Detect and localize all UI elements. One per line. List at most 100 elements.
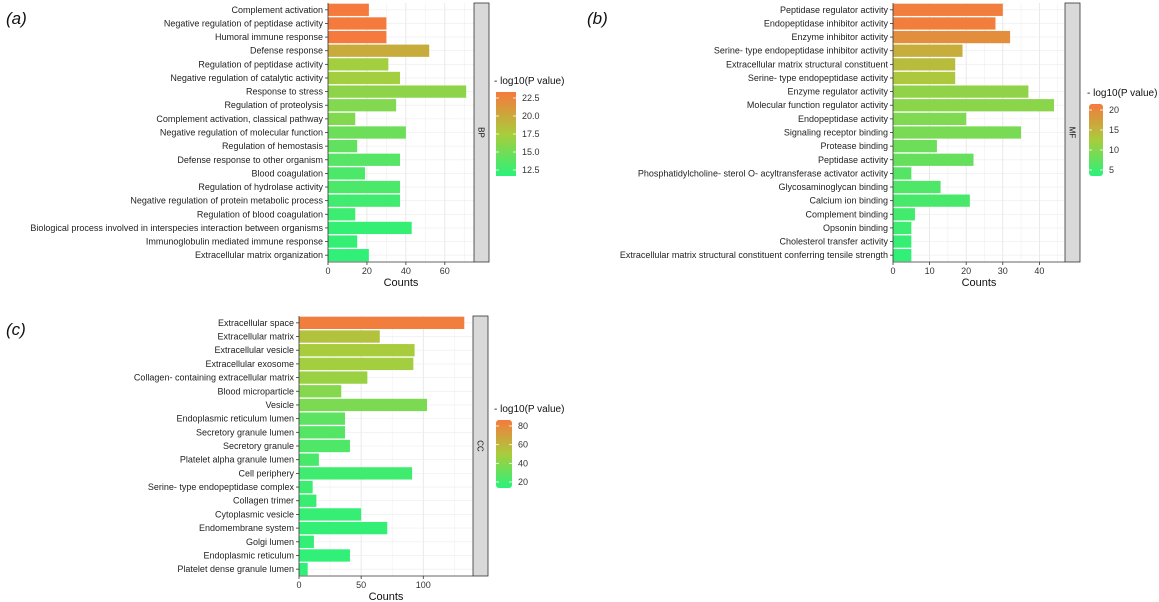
category-label: Cytoplasmic vesicle (215, 509, 294, 519)
bar (299, 549, 350, 562)
bar (328, 167, 365, 180)
legend-tick-label: 15.0 (522, 147, 540, 157)
bar (893, 126, 1022, 139)
bar (893, 249, 912, 262)
category-label: Extracellular space (218, 318, 294, 328)
bar (299, 344, 415, 357)
legend-colorbar (496, 420, 512, 488)
category-label: Extracellular matrix (217, 332, 294, 342)
bar (328, 139, 358, 153)
category-label: Regulation of hydrolase activity (198, 182, 323, 192)
category-label: Glycosaminoglycan binding (778, 182, 888, 192)
category-label: Vesicle (265, 400, 294, 410)
category-label: Endopeptidase activity (798, 114, 889, 124)
legend-tick-label: 12.5 (522, 165, 540, 175)
category-label: Molecular function regulator activity (747, 100, 889, 110)
category-label: Serine- type endopeptidase inhibitor act… (714, 46, 889, 56)
category-label: Phosphatidylcholine- sterol O- acyltrans… (638, 168, 889, 178)
category-label: Platelet alpha granule lumen (180, 455, 294, 465)
category-label: Collagen- containing extracellular matri… (134, 373, 295, 383)
bar (328, 221, 412, 235)
bar (299, 453, 319, 466)
bar (299, 535, 314, 548)
category-label: Response to stress (246, 87, 324, 97)
category-label: Biological process involved in interspec… (30, 223, 323, 233)
x-tick-label: 60 (440, 266, 450, 276)
bar (893, 180, 941, 194)
bar (893, 58, 956, 71)
category-label: Peptidase regulator activity (780, 5, 889, 15)
bar (893, 167, 912, 180)
category-label: Extracellular matrix structural constitu… (620, 250, 888, 260)
bar (299, 398, 428, 412)
bar (299, 467, 413, 480)
bar (328, 30, 387, 44)
bar (893, 3, 1003, 16)
bar (299, 412, 345, 425)
bar (893, 194, 970, 207)
bar (893, 44, 963, 57)
category-label: Complement binding (805, 209, 888, 219)
facet-strip (1064, 2, 1081, 263)
bar (328, 44, 430, 57)
bar (299, 563, 308, 576)
category-label: Humoral immune response (215, 32, 323, 42)
bar (328, 208, 356, 221)
bar (893, 112, 967, 126)
category-label: Blood coagulation (251, 168, 323, 178)
facet-strip (472, 315, 489, 577)
bar (328, 71, 401, 85)
bar (328, 235, 358, 248)
legend-tick-label: 40 (518, 458, 528, 468)
category-label: Complement activation (231, 5, 323, 15)
category-label: Extracellular exosome (205, 359, 294, 369)
x-tick-label: 0 (296, 580, 301, 590)
category-label: Collagen trimer (233, 496, 294, 506)
x-axis-title: Counts (369, 591, 404, 602)
category-label: Immunoglobulin mediated immune response (146, 237, 323, 247)
legend-colorbar (1089, 104, 1103, 176)
bar (893, 71, 956, 85)
category-label: Golgi lumen (246, 537, 294, 547)
bar (299, 330, 380, 343)
legend-colorbar (496, 92, 516, 176)
bar (299, 439, 350, 453)
x-axis-title: Counts (384, 277, 419, 289)
x-tick-label: 30 (998, 266, 1008, 276)
legend-tick-label: 15 (1109, 125, 1119, 135)
category-label: Secretory granule lumen (196, 427, 294, 437)
x-tick-label: 20 (961, 266, 971, 276)
bar (893, 85, 1029, 98)
category-label: Endoplasmic reticulum (203, 550, 294, 560)
category-label: Serine- type endopeptidase complex (148, 482, 295, 492)
category-label: Regulation of peptidase activity (198, 59, 323, 69)
legend-tick-label: 80 (518, 421, 528, 431)
category-label: Endomembrane system (199, 523, 294, 533)
bar (328, 194, 401, 207)
x-tick-label: 10 (925, 266, 935, 276)
bar (299, 385, 342, 398)
bar (893, 221, 912, 235)
bar (893, 139, 937, 153)
category-label: Defense response to other organism (177, 155, 323, 165)
category-label: Negative regulation of catalytic activit… (170, 73, 323, 83)
bar (299, 508, 362, 521)
category-label: Peptidase activity (818, 155, 889, 165)
x-axis-title: Counts (962, 277, 997, 289)
bar (328, 85, 467, 98)
legend-tick-label: 5 (1109, 165, 1114, 175)
category-label: Serine- type endopeptidase activity (748, 73, 889, 83)
bar (299, 480, 313, 494)
bar (299, 426, 345, 439)
x-tick-label: 0 (890, 266, 895, 276)
legend-title: - log10(P value) (494, 76, 564, 87)
bar (299, 371, 368, 384)
bar (299, 521, 388, 535)
bar (328, 3, 369, 16)
bar (328, 249, 369, 262)
bar (893, 235, 912, 248)
bar (328, 58, 389, 71)
panel-a: Complement activation Negative regulation… (6, 2, 564, 289)
bar (328, 99, 397, 112)
